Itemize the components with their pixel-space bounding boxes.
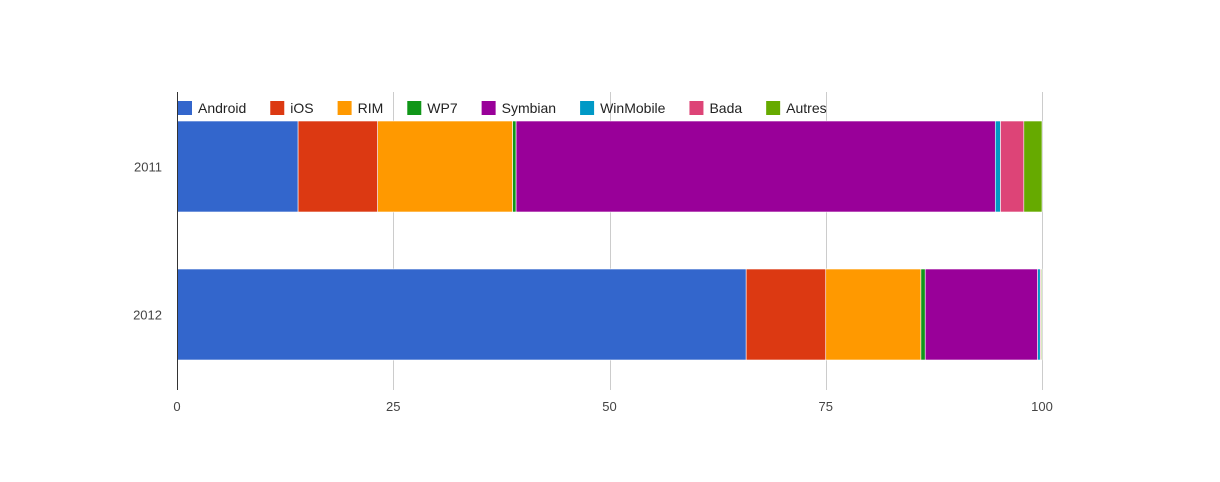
bar-wp7-2012[interactable]	[920, 268, 926, 361]
x-tick-label-25: 25	[386, 399, 400, 414]
legend-swatch-winmobile	[580, 101, 595, 115]
bar-rim-2011[interactable]	[377, 120, 513, 213]
bar-winmobile-2011[interactable]	[994, 120, 1001, 213]
x-tick-label-75: 75	[819, 399, 833, 414]
bar-winmobile-2012[interactable]	[1037, 268, 1041, 361]
legend-swatch-ios	[270, 101, 285, 115]
bar-autres-2011[interactable]	[1023, 120, 1043, 213]
legend-swatch-wp7	[407, 101, 422, 115]
legend-item-rim[interactable]: RIM	[337, 100, 384, 116]
bar-symbian-2011[interactable]	[515, 120, 996, 213]
legend-label-android: Android	[198, 100, 246, 116]
legend-swatch-symbian	[481, 101, 496, 115]
axes: 0 25 50 75 100 2011 2012	[133, 92, 1053, 414]
legend-swatch-rim	[337, 101, 352, 115]
bars	[176, 120, 1043, 361]
bar-android-2012[interactable]	[176, 268, 747, 361]
bar-android-2011[interactable]	[176, 120, 299, 213]
x-tick-label-50: 50	[602, 399, 616, 414]
legend-label-autres: Autres	[786, 100, 826, 116]
legend-label-rim: RIM	[358, 100, 384, 116]
legend-swatch-android	[178, 101, 192, 115]
bar-symbian-2012[interactable]	[924, 268, 1038, 361]
bar-ios-2012[interactable]	[745, 268, 827, 361]
legend-item-winmobile[interactable]: WinMobile	[580, 100, 666, 116]
x-tick-label-100: 100	[1031, 399, 1053, 414]
legend-label-symbian: Symbian	[502, 100, 556, 116]
legend[interactable]: Android iOS RIM WP7 Symbian WinMobile Bada Autr…	[178, 100, 827, 116]
y-tick-label-2012: 2012	[133, 308, 162, 323]
legend-label-wp7: WP7	[427, 100, 458, 116]
bar-bada-2011[interactable]	[1000, 120, 1025, 213]
legend-swatch-bada	[689, 101, 704, 115]
y-tick-label-2011: 2011	[134, 160, 162, 175]
bar-rim-2012[interactable]	[825, 268, 922, 361]
x-tick-label-0: 0	[173, 399, 180, 414]
legend-item-wp7[interactable]: WP7	[407, 100, 458, 116]
legend-label-ios: iOS	[290, 100, 313, 116]
bar-wp7-2011[interactable]	[512, 120, 517, 213]
bar-autres-2012[interactable]	[1040, 268, 1043, 361]
legend-item-android[interactable]: Android	[178, 100, 246, 116]
legend-item-symbian[interactable]: Symbian	[481, 100, 556, 116]
legend-label-bada: Bada	[709, 100, 742, 116]
legend-label-winmobile: WinMobile	[600, 100, 666, 116]
legend-item-autres[interactable]: Autres	[766, 100, 827, 116]
bar-ios-2011[interactable]	[297, 120, 378, 213]
legend-item-bada[interactable]: Bada	[689, 100, 742, 116]
legend-swatch-autres	[766, 101, 781, 115]
legend-item-ios[interactable]: iOS	[270, 100, 314, 116]
